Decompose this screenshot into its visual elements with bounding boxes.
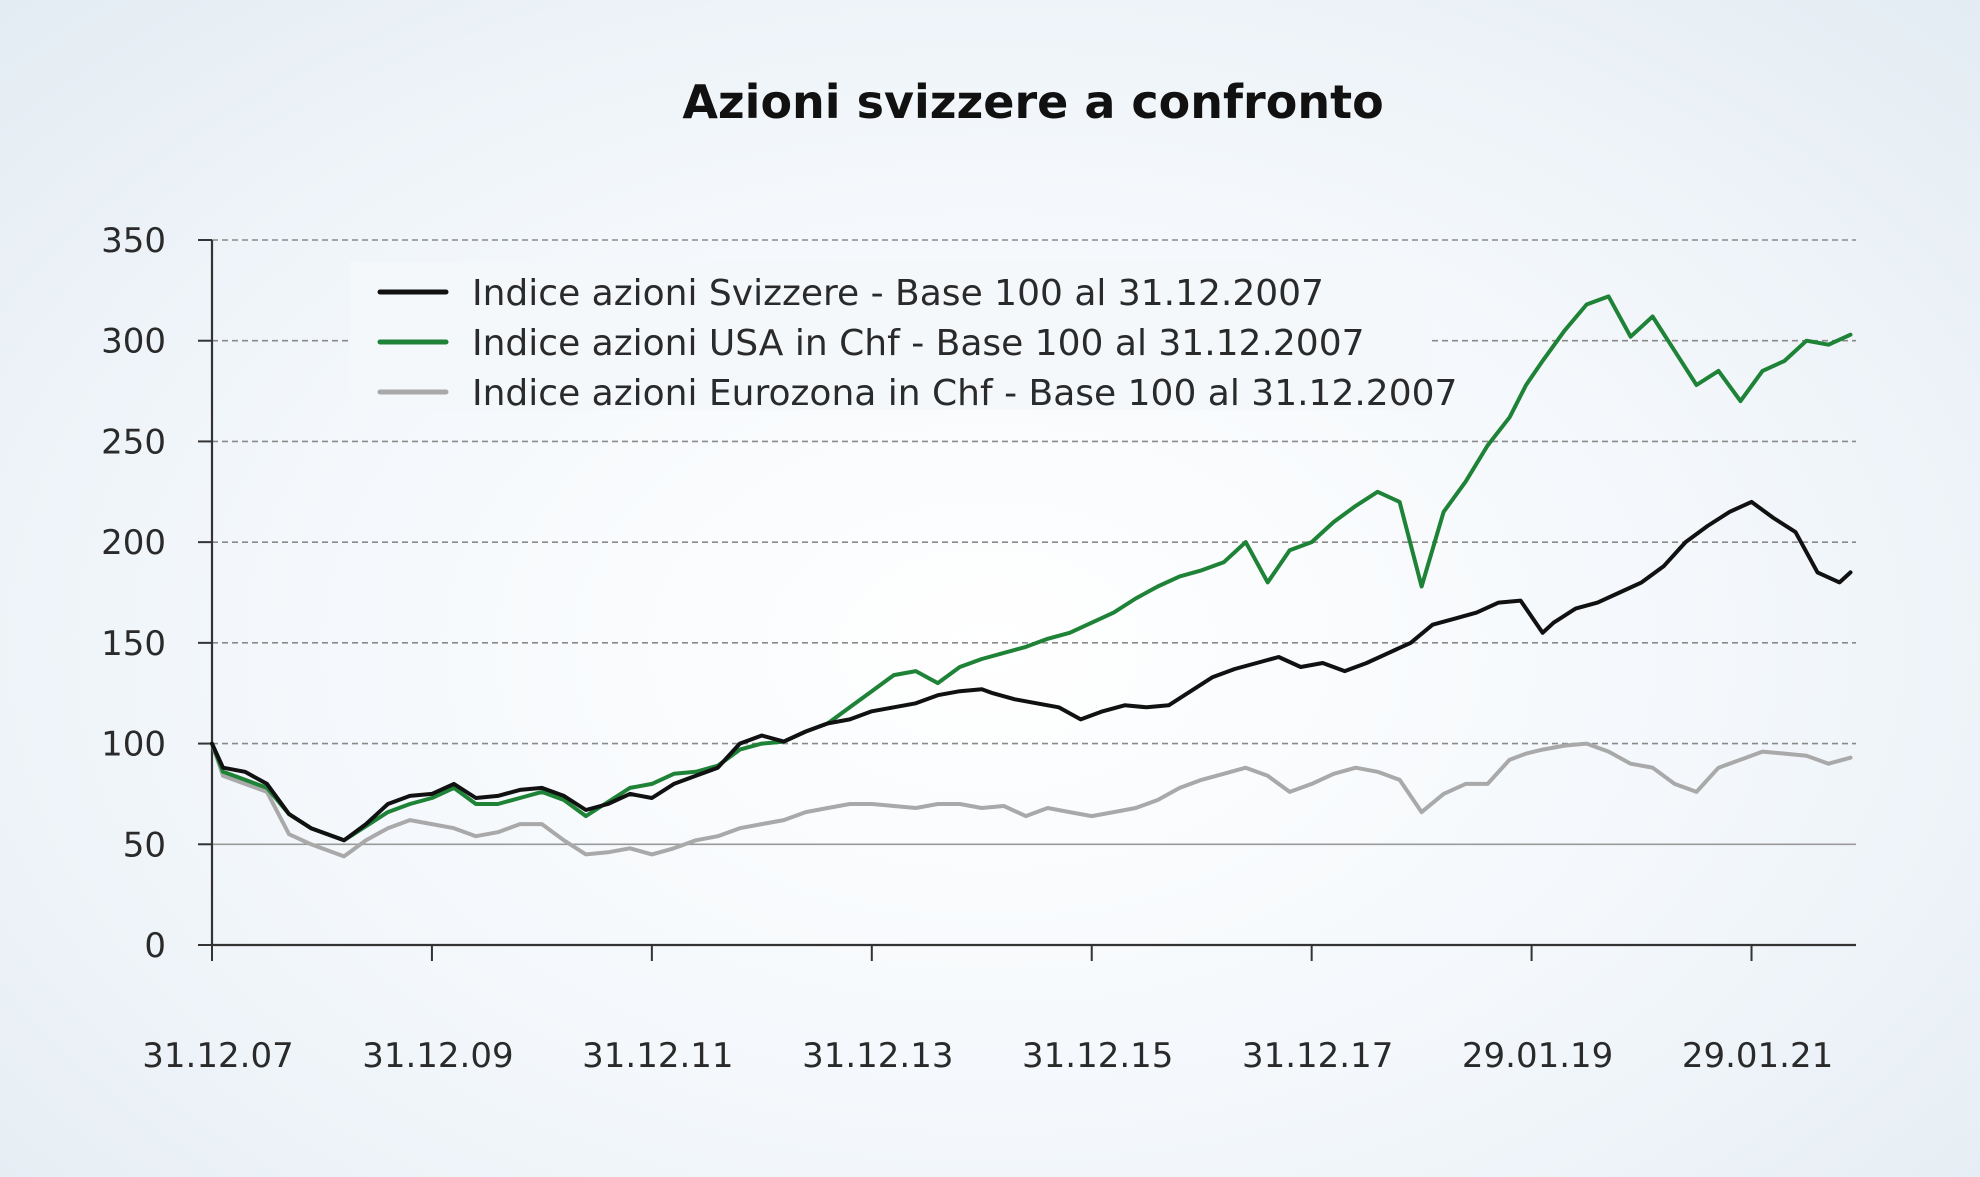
x-tick-label: 31.12.07	[142, 1036, 293, 1076]
series-group	[210, 294, 1853, 859]
axes	[210, 240, 1856, 947]
legend-label-2: Indice azioni Eurozona in Chf - Base 100…	[472, 373, 1457, 414]
y-tick-label: 0	[144, 926, 166, 966]
y-tick-label: 200	[101, 523, 166, 563]
legend-label-1: Indice azioni USA in Chf - Base 100 al 3…	[472, 323, 1365, 364]
legend-label-0: Indice azioni Svizzere - Base 100 al 31.…	[472, 273, 1324, 314]
legend: Indice azioni Svizzere - Base 100 al 31.…	[350, 262, 1457, 414]
series-line-2	[210, 741, 1853, 859]
x-tick-label: 29.01.19	[1462, 1036, 1613, 1076]
y-tick-label: 50	[123, 825, 166, 865]
x-tick-label: 31.12.09	[362, 1036, 513, 1076]
chart-title: Azioni svizzere a confronto	[682, 75, 1383, 129]
x-tick-label: 31.12.15	[1022, 1036, 1173, 1076]
x-axis-ticks: 31.12.07 31.12.09 31.12.11 31.12.13 31.12.15…	[142, 945, 1833, 1076]
y-tick-label: 350	[101, 221, 166, 261]
y-tick-label: 100	[101, 725, 166, 765]
y-tick-label: 150	[101, 624, 166, 664]
x-tick-label: 31.12.13	[802, 1036, 953, 1076]
x-tick-label: 31.12.17	[1242, 1036, 1393, 1076]
y-tick-label: 250	[101, 422, 166, 462]
y-tick-label: 300	[101, 322, 166, 362]
y-axis-ticks: 0 50 100 150 200 250 300 350	[101, 221, 212, 966]
legend-box	[350, 262, 1432, 410]
x-tick-label: 29.01.21	[1682, 1036, 1833, 1076]
x-tick-label: 31.12.11	[582, 1036, 733, 1076]
series-line-0	[210, 499, 1853, 843]
series-line-1	[210, 294, 1853, 843]
